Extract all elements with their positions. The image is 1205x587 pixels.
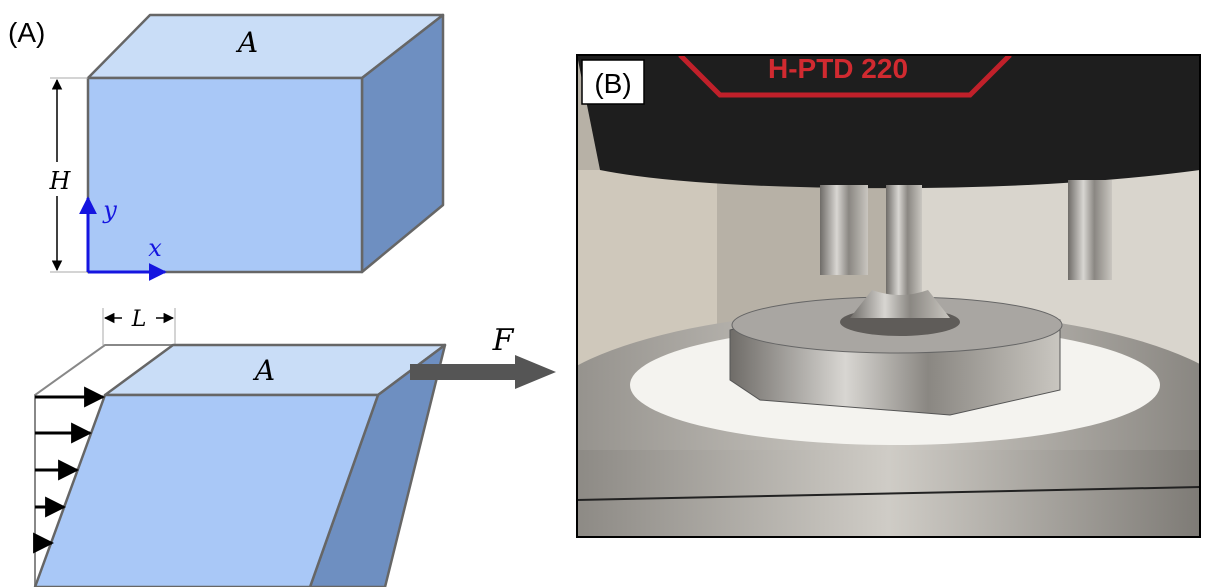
- shear-label: L: [131, 307, 147, 332]
- front-face: [33, 393, 380, 587]
- photo-frame: [576, 54, 1201, 538]
- y-axis-label: y: [102, 196, 117, 224]
- force-label: F: [492, 323, 515, 358]
- panel-label: (B): [594, 68, 631, 99]
- label-box: [581, 59, 645, 105]
- undeformed-outline: [34, 344, 175, 587]
- panel-label: (A): [8, 17, 45, 48]
- velocity-profile: [33, 386, 106, 554]
- area-label: A: [252, 354, 275, 387]
- front-face: [86, 76, 364, 274]
- x-axis-label: x: [148, 234, 162, 262]
- force-arrow: [410, 355, 556, 389]
- area-label: A: [235, 26, 258, 59]
- cube: [86, 13, 445, 274]
- sheared-block: [33, 343, 447, 587]
- photo: H-PTD 220 (B): [576, 53, 1201, 538]
- instrument-label: H-PTD 220: [768, 53, 908, 84]
- height-label: H: [49, 167, 72, 195]
